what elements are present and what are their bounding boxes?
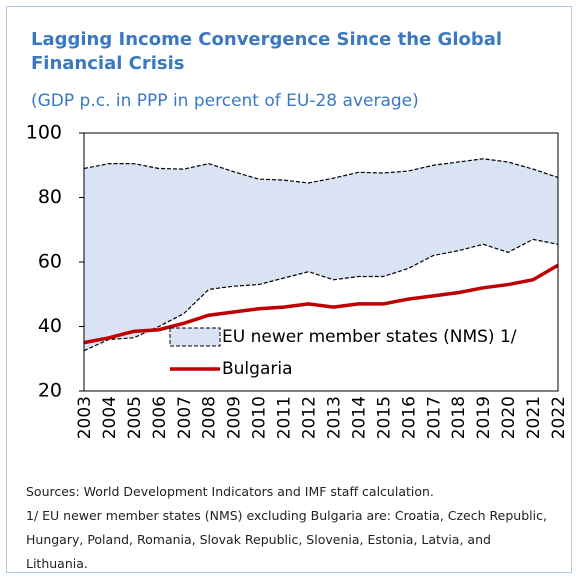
x-tick-label: 2005 bbox=[125, 396, 145, 439]
chart: Lagging Income Convergence Since the Glo… bbox=[26, 29, 569, 439]
legend-swatch bbox=[169, 327, 221, 347]
band-edge bbox=[83, 238, 559, 352]
legend-label: Bulgaria bbox=[222, 359, 293, 379]
x-tick-label: 2022 bbox=[549, 396, 569, 439]
footnote: 1/ EU newer member states (NMS) excludin… bbox=[26, 508, 547, 571]
plot-frame bbox=[83, 132, 559, 392]
y-tick-label: 80 bbox=[38, 186, 62, 208]
x-tick-label: 2006 bbox=[150, 396, 170, 439]
y-tick-label: 40 bbox=[38, 315, 62, 337]
chart-subtitle: (GDP p.c. in PPP in percent of EU-28 ave… bbox=[31, 91, 419, 111]
x-tick-label: 2018 bbox=[449, 396, 469, 439]
band-area bbox=[84, 158, 558, 351]
notes: Sources: World Development Indicators an… bbox=[26, 480, 556, 576]
x-tick-label: 2016 bbox=[399, 396, 419, 439]
x-tick-label: 2007 bbox=[175, 396, 195, 439]
x-tick-label: 2012 bbox=[300, 396, 320, 439]
line bbox=[83, 263, 559, 345]
x-tick-label: 2019 bbox=[474, 396, 494, 439]
x-tick-label: 2021 bbox=[524, 396, 544, 439]
x-tick-label: 2011 bbox=[275, 396, 295, 439]
x-tick-label: 2010 bbox=[250, 396, 270, 439]
x-tick-label: 2017 bbox=[424, 396, 444, 439]
x-tick-label: 2013 bbox=[324, 396, 344, 439]
y-tick-label: 100 bbox=[26, 122, 62, 144]
x-tick-label: 2020 bbox=[499, 396, 519, 439]
y-tick-label: 20 bbox=[38, 380, 62, 402]
x-tick-label: 2009 bbox=[225, 396, 245, 439]
chart-title: Lagging Income Convergence Since the Glo… bbox=[31, 29, 502, 74]
legend-label: EU newer member states (NMS) 1/ bbox=[222, 327, 517, 347]
x-tick-label: 2003 bbox=[75, 396, 95, 439]
x-tick-label: 2015 bbox=[374, 396, 394, 439]
source: Sources: World Development Indicators an… bbox=[26, 484, 434, 499]
x-tick-label: 2008 bbox=[200, 396, 220, 439]
x-tick-label: 2004 bbox=[100, 396, 120, 439]
x-tick-label: 2014 bbox=[349, 396, 369, 439]
y-tick-label: 60 bbox=[38, 251, 62, 273]
band-edge bbox=[83, 158, 559, 184]
